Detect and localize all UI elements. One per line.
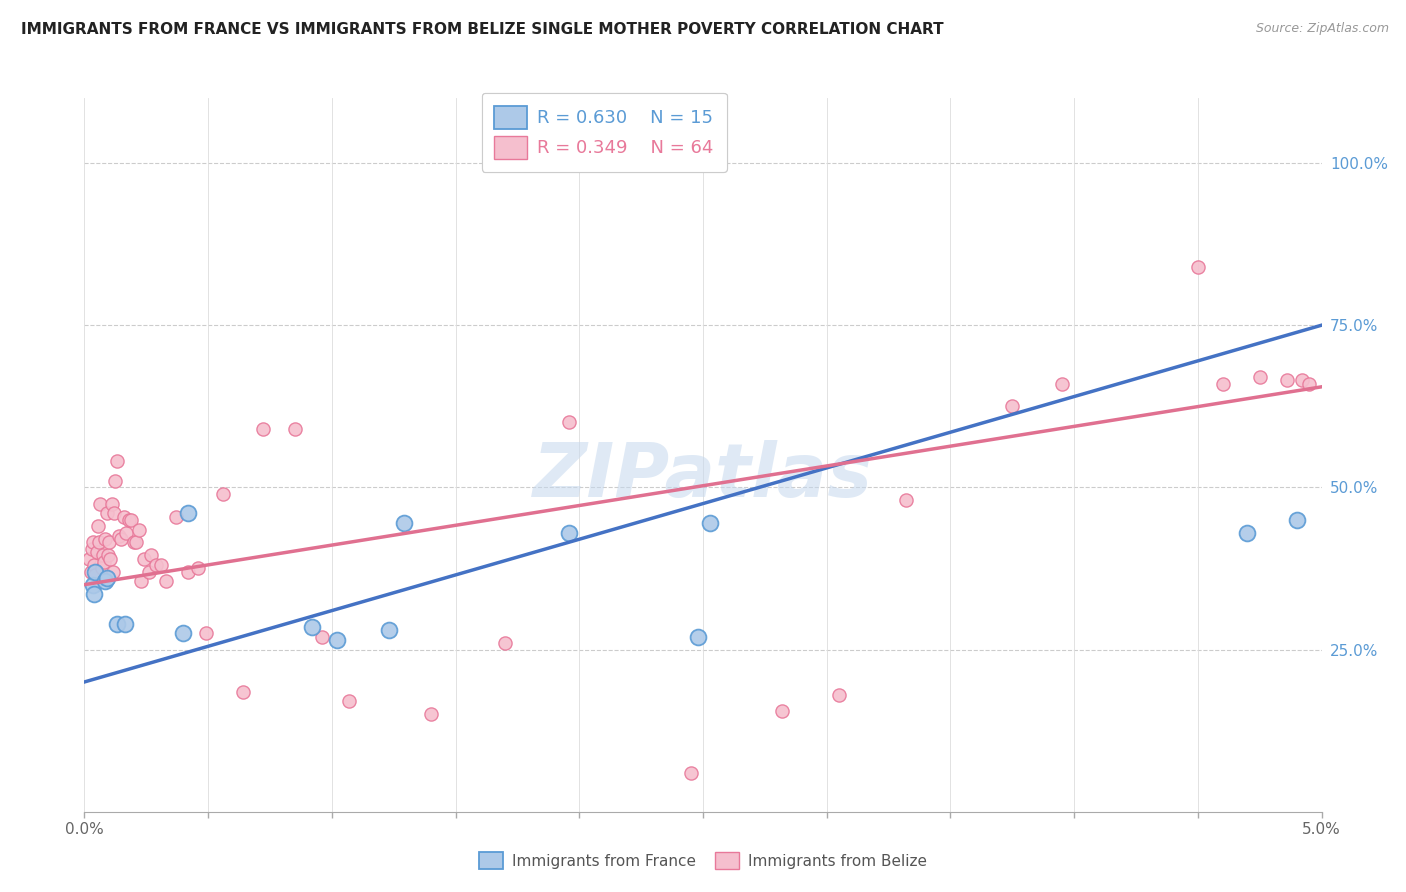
Point <box>82 577 104 591</box>
Point <box>83 558 105 573</box>
Point <box>252 422 274 436</box>
Text: ZIPatlas: ZIPatlas <box>533 440 873 513</box>
Point <box>337 694 360 708</box>
Point <box>103 506 125 520</box>
Point <box>141 549 163 563</box>
Point <box>1212 376 1234 391</box>
Point <box>558 416 581 430</box>
Point <box>232 684 254 698</box>
Point <box>100 497 122 511</box>
Point <box>79 565 101 579</box>
Point <box>150 558 173 573</box>
Point <box>145 558 167 573</box>
Point <box>187 561 209 575</box>
Point <box>82 535 104 549</box>
Point <box>1275 373 1298 387</box>
Point <box>86 545 108 559</box>
Point <box>87 519 110 533</box>
Point <box>212 487 235 501</box>
Point <box>301 620 323 634</box>
Point <box>155 574 177 589</box>
Point <box>97 549 120 563</box>
Point <box>494 636 516 650</box>
Point <box>89 497 111 511</box>
Point <box>115 525 138 540</box>
Point <box>94 574 117 589</box>
Point <box>110 533 132 547</box>
Point <box>80 541 103 556</box>
Point <box>108 529 131 543</box>
Point <box>98 535 121 549</box>
Point <box>1285 513 1308 527</box>
Point <box>96 571 118 585</box>
Point <box>104 474 127 488</box>
Point <box>84 568 107 582</box>
Point <box>118 513 141 527</box>
Point <box>122 535 145 549</box>
Point <box>284 422 307 436</box>
Point <box>194 626 217 640</box>
Point <box>165 509 187 524</box>
Text: Source: ZipAtlas.com: Source: ZipAtlas.com <box>1256 22 1389 36</box>
Point <box>132 551 155 566</box>
Point <box>1249 370 1271 384</box>
Point <box>138 565 160 579</box>
Legend: Immigrants from France, Immigrants from Belize: Immigrants from France, Immigrants from … <box>472 846 934 875</box>
Point <box>326 632 349 647</box>
Point <box>125 535 148 549</box>
Point <box>96 506 118 520</box>
Point <box>93 555 115 569</box>
Point <box>1291 373 1313 387</box>
Point <box>828 688 851 702</box>
Point <box>699 516 721 530</box>
Point <box>558 525 581 540</box>
Point <box>392 516 415 530</box>
Point <box>112 509 135 524</box>
Point <box>120 513 142 527</box>
Text: IMMIGRANTS FROM FRANCE VS IMMIGRANTS FROM BELIZE SINGLE MOTHER POVERTY CORRELATI: IMMIGRANTS FROM FRANCE VS IMMIGRANTS FRO… <box>21 22 943 37</box>
Point <box>311 630 333 644</box>
Point <box>84 565 107 579</box>
Point <box>98 551 121 566</box>
Point <box>1050 376 1073 391</box>
Point <box>686 630 709 644</box>
Point <box>105 616 128 631</box>
Point <box>1236 525 1258 540</box>
Point <box>177 565 200 579</box>
Point <box>128 523 150 537</box>
Point <box>79 551 101 566</box>
Point <box>114 616 136 631</box>
Point <box>105 454 128 468</box>
Point <box>1001 399 1024 413</box>
Point <box>89 535 111 549</box>
Point <box>679 765 702 780</box>
Point <box>770 704 793 718</box>
Point <box>377 623 399 637</box>
Point <box>419 707 441 722</box>
Point <box>101 565 124 579</box>
Point <box>129 574 152 589</box>
Point <box>172 626 194 640</box>
Point <box>83 587 105 601</box>
Legend: R = 0.630    N = 15, R = 0.349    N = 64: R = 0.630 N = 15, R = 0.349 N = 64 <box>481 93 727 172</box>
Point <box>91 549 114 563</box>
Point <box>94 533 117 547</box>
Point <box>894 493 917 508</box>
Point <box>177 506 200 520</box>
Point <box>90 561 112 575</box>
Point <box>1298 376 1320 391</box>
Point <box>1187 260 1209 274</box>
